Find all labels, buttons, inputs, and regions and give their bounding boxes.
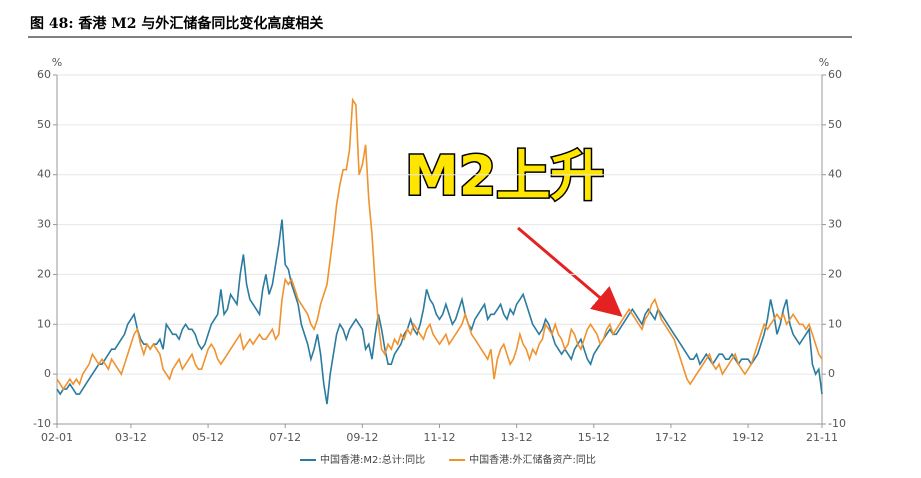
y-tick-label: 20 <box>37 267 51 280</box>
y2-axis-label: % <box>819 56 829 69</box>
x-tick-label: 07-12 <box>269 431 301 444</box>
legend: 中国香港:M2:总计:同比 中国香港:外汇储备资产:同比 <box>300 453 596 466</box>
x-tick-label: 03-12 <box>115 431 147 444</box>
arrow <box>517 226 623 317</box>
y-axis-label: % <box>52 56 62 69</box>
y2-tick-label: 60 <box>828 68 842 81</box>
series-line <box>56 219 823 405</box>
y2-tick-label: -10 <box>828 417 846 430</box>
x-tick-label: 21-11 <box>806 431 838 444</box>
y2-tick-label: 30 <box>828 218 842 231</box>
x-tick-label: 02-01 <box>41 431 73 444</box>
x-tick-label: 11-12 <box>424 431 456 444</box>
y-tick-label: 10 <box>37 317 51 330</box>
y2-tick-label: 40 <box>828 168 842 181</box>
x-tick-label: 15-12 <box>578 431 610 444</box>
x-tick-label: 19-12 <box>732 431 764 444</box>
legend-label: 中国香港:外汇储备资产:同比 <box>469 453 596 466</box>
y-tick-label: 60 <box>37 68 51 81</box>
y-tick-label: 40 <box>37 168 51 181</box>
y-tick-label: 50 <box>37 118 51 131</box>
chart-title: 图 48: 香港 M2 与外汇储备同比变化高度相关 <box>30 15 323 32</box>
y-tick-label: 30 <box>37 218 51 231</box>
annotation: M2上升 <box>405 145 604 208</box>
y2-tick-label: 20 <box>828 267 842 280</box>
x-tick-label: 05-12 <box>192 431 224 444</box>
y-tick-label: 0 <box>44 367 51 380</box>
y2-tick-label: 0 <box>828 367 835 380</box>
y-tick-label: -10 <box>33 417 51 430</box>
x-tick-label: 09-12 <box>346 431 378 444</box>
y2-tick-label: 50 <box>828 118 842 131</box>
legend-label: 中国香港:M2:总计:同比 <box>320 453 425 466</box>
y2-tick-label: 10 <box>828 317 842 330</box>
x-tick-label: 17-12 <box>655 431 687 444</box>
x-tick-label: 13-12 <box>501 431 533 444</box>
series-line <box>56 97 823 391</box>
